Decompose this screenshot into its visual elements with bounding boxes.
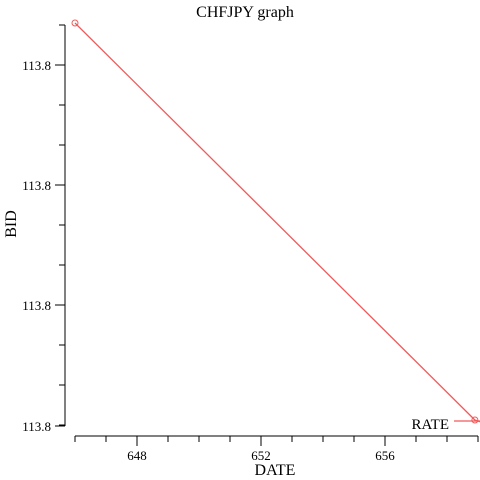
y-tick-label: 113.8 xyxy=(22,298,51,313)
x-axis-label: DATE xyxy=(255,462,296,479)
series-line-rate xyxy=(74,22,480,423)
x-tick-label: 648 xyxy=(127,448,147,463)
x-tick-label: 652 xyxy=(251,448,271,463)
y-tick-label: 113.8 xyxy=(22,58,51,73)
chart-title: CHFJPY graph xyxy=(196,4,294,21)
y-tick-label: 113.8 xyxy=(22,419,51,434)
y-axis-label: BID xyxy=(3,210,20,238)
y-axis-ticks: 113.8 113.8 113.8 113.8 xyxy=(22,24,65,434)
x-axis-ticks: 648 652 656 xyxy=(74,436,479,463)
legend: RATE xyxy=(412,417,480,433)
y-tick-label: 113.8 xyxy=(22,178,51,193)
data-point-marker xyxy=(471,416,479,424)
legend-label: RATE xyxy=(412,417,450,433)
x-tick-label: 656 xyxy=(375,448,395,463)
series-layer xyxy=(71,19,480,424)
data-point-marker xyxy=(71,19,79,27)
